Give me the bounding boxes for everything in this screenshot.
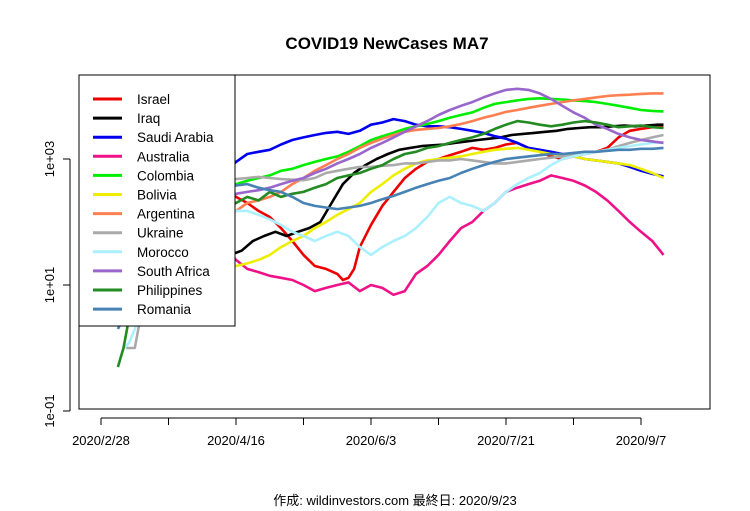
y-tick-label: 1e+03 — [42, 141, 57, 178]
y-tick-label: 1e-01 — [42, 394, 57, 427]
legend-label: Morocco — [137, 245, 189, 260]
y-tick-label: 1e+01 — [42, 267, 57, 304]
legend-label: South Africa — [137, 264, 210, 279]
x-tick-label: 2020/6/3 — [346, 433, 397, 448]
x-tick-label: 2020/2/28 — [72, 433, 130, 448]
x-tick-label: 2020/7/21 — [477, 433, 535, 448]
legend-label: Romania — [137, 302, 192, 317]
chart-title: COVID19 NewCases MA7 — [285, 34, 488, 53]
x-axis: 2020/2/28 2020/4/16 2020/6/3 2020/7/21 2020/… — [72, 417, 667, 448]
x-tick-label: 2020/9/7 — [616, 433, 667, 448]
legend-label: Philippines — [137, 283, 203, 298]
footer-credit: 作成: wildinvestors.com 最終日: 2020/9/23 — [273, 493, 516, 508]
legend-label: Saudi Arabia — [137, 130, 214, 145]
legend-label: Argentina — [137, 207, 195, 222]
legend-label: Colombia — [137, 168, 195, 183]
x-tick-label: 2020/4/16 — [207, 433, 265, 448]
legend: Israel Iraq Saudi Arabia Australia Colombia B… — [78, 74, 236, 327]
legend-label: Bolivia — [137, 188, 177, 203]
legend-label: Israel — [137, 92, 170, 107]
y-axis: 1e-01 1e+01 1e+03 — [42, 141, 71, 428]
legend-label: Australia — [137, 149, 190, 164]
legend-label: Ukraine — [137, 226, 184, 241]
legend-label: Iraq — [137, 111, 160, 126]
